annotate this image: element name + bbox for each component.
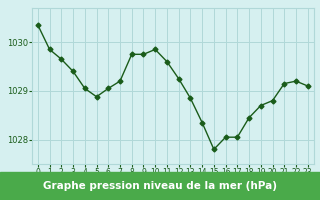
Text: Graphe pression niveau de la mer (hPa): Graphe pression niveau de la mer (hPa) bbox=[43, 181, 277, 191]
